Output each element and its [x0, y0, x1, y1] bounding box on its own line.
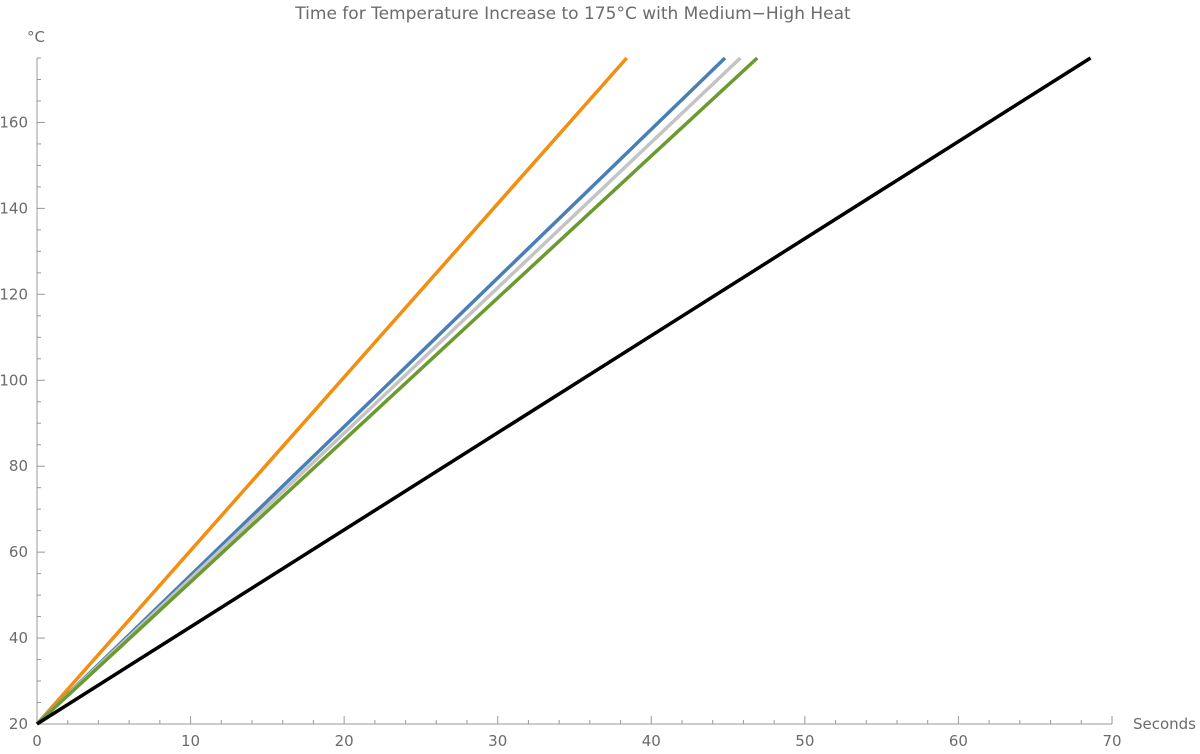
y-tick-label: 80 — [9, 457, 28, 475]
chart-title: Time for Temperature Increase to 175°C w… — [294, 4, 851, 24]
y-tick-label: 60 — [9, 543, 28, 561]
y-tick-label: 140 — [0, 199, 28, 217]
series-line-5 — [36, 56, 1092, 726]
x-tick-label: 10 — [181, 732, 200, 750]
series-line-3 — [35, 56, 742, 726]
tick-labels: 0 10 20 30 40 50 60 70 20 40 60 80 100 120 140 160 — [0, 113, 1122, 750]
series-line-1 — [35, 56, 629, 726]
y-tick-label: 20 — [9, 715, 28, 733]
x-axis-label: Seconds — [1133, 715, 1196, 733]
series-group — [35, 56, 1092, 726]
y-tick-label: 100 — [0, 371, 28, 389]
y-tick-label: 160 — [0, 113, 28, 131]
y-tick-label: 40 — [9, 629, 28, 647]
x-tick-label: 70 — [1102, 732, 1121, 750]
x-tick-label: 0 — [32, 732, 42, 750]
x-tick-label: 30 — [488, 732, 507, 750]
x-tick-label: 20 — [335, 732, 354, 750]
series-line-2 — [35, 56, 727, 726]
x-tick-label: 60 — [949, 732, 968, 750]
y-tick-label: 120 — [0, 285, 28, 303]
axes — [36, 57, 1113, 725]
x-tick-label: 40 — [642, 732, 661, 750]
x-tick-label: 50 — [795, 732, 814, 750]
series-line-4 — [35, 56, 759, 726]
y-axis-label: °C — [27, 28, 45, 46]
